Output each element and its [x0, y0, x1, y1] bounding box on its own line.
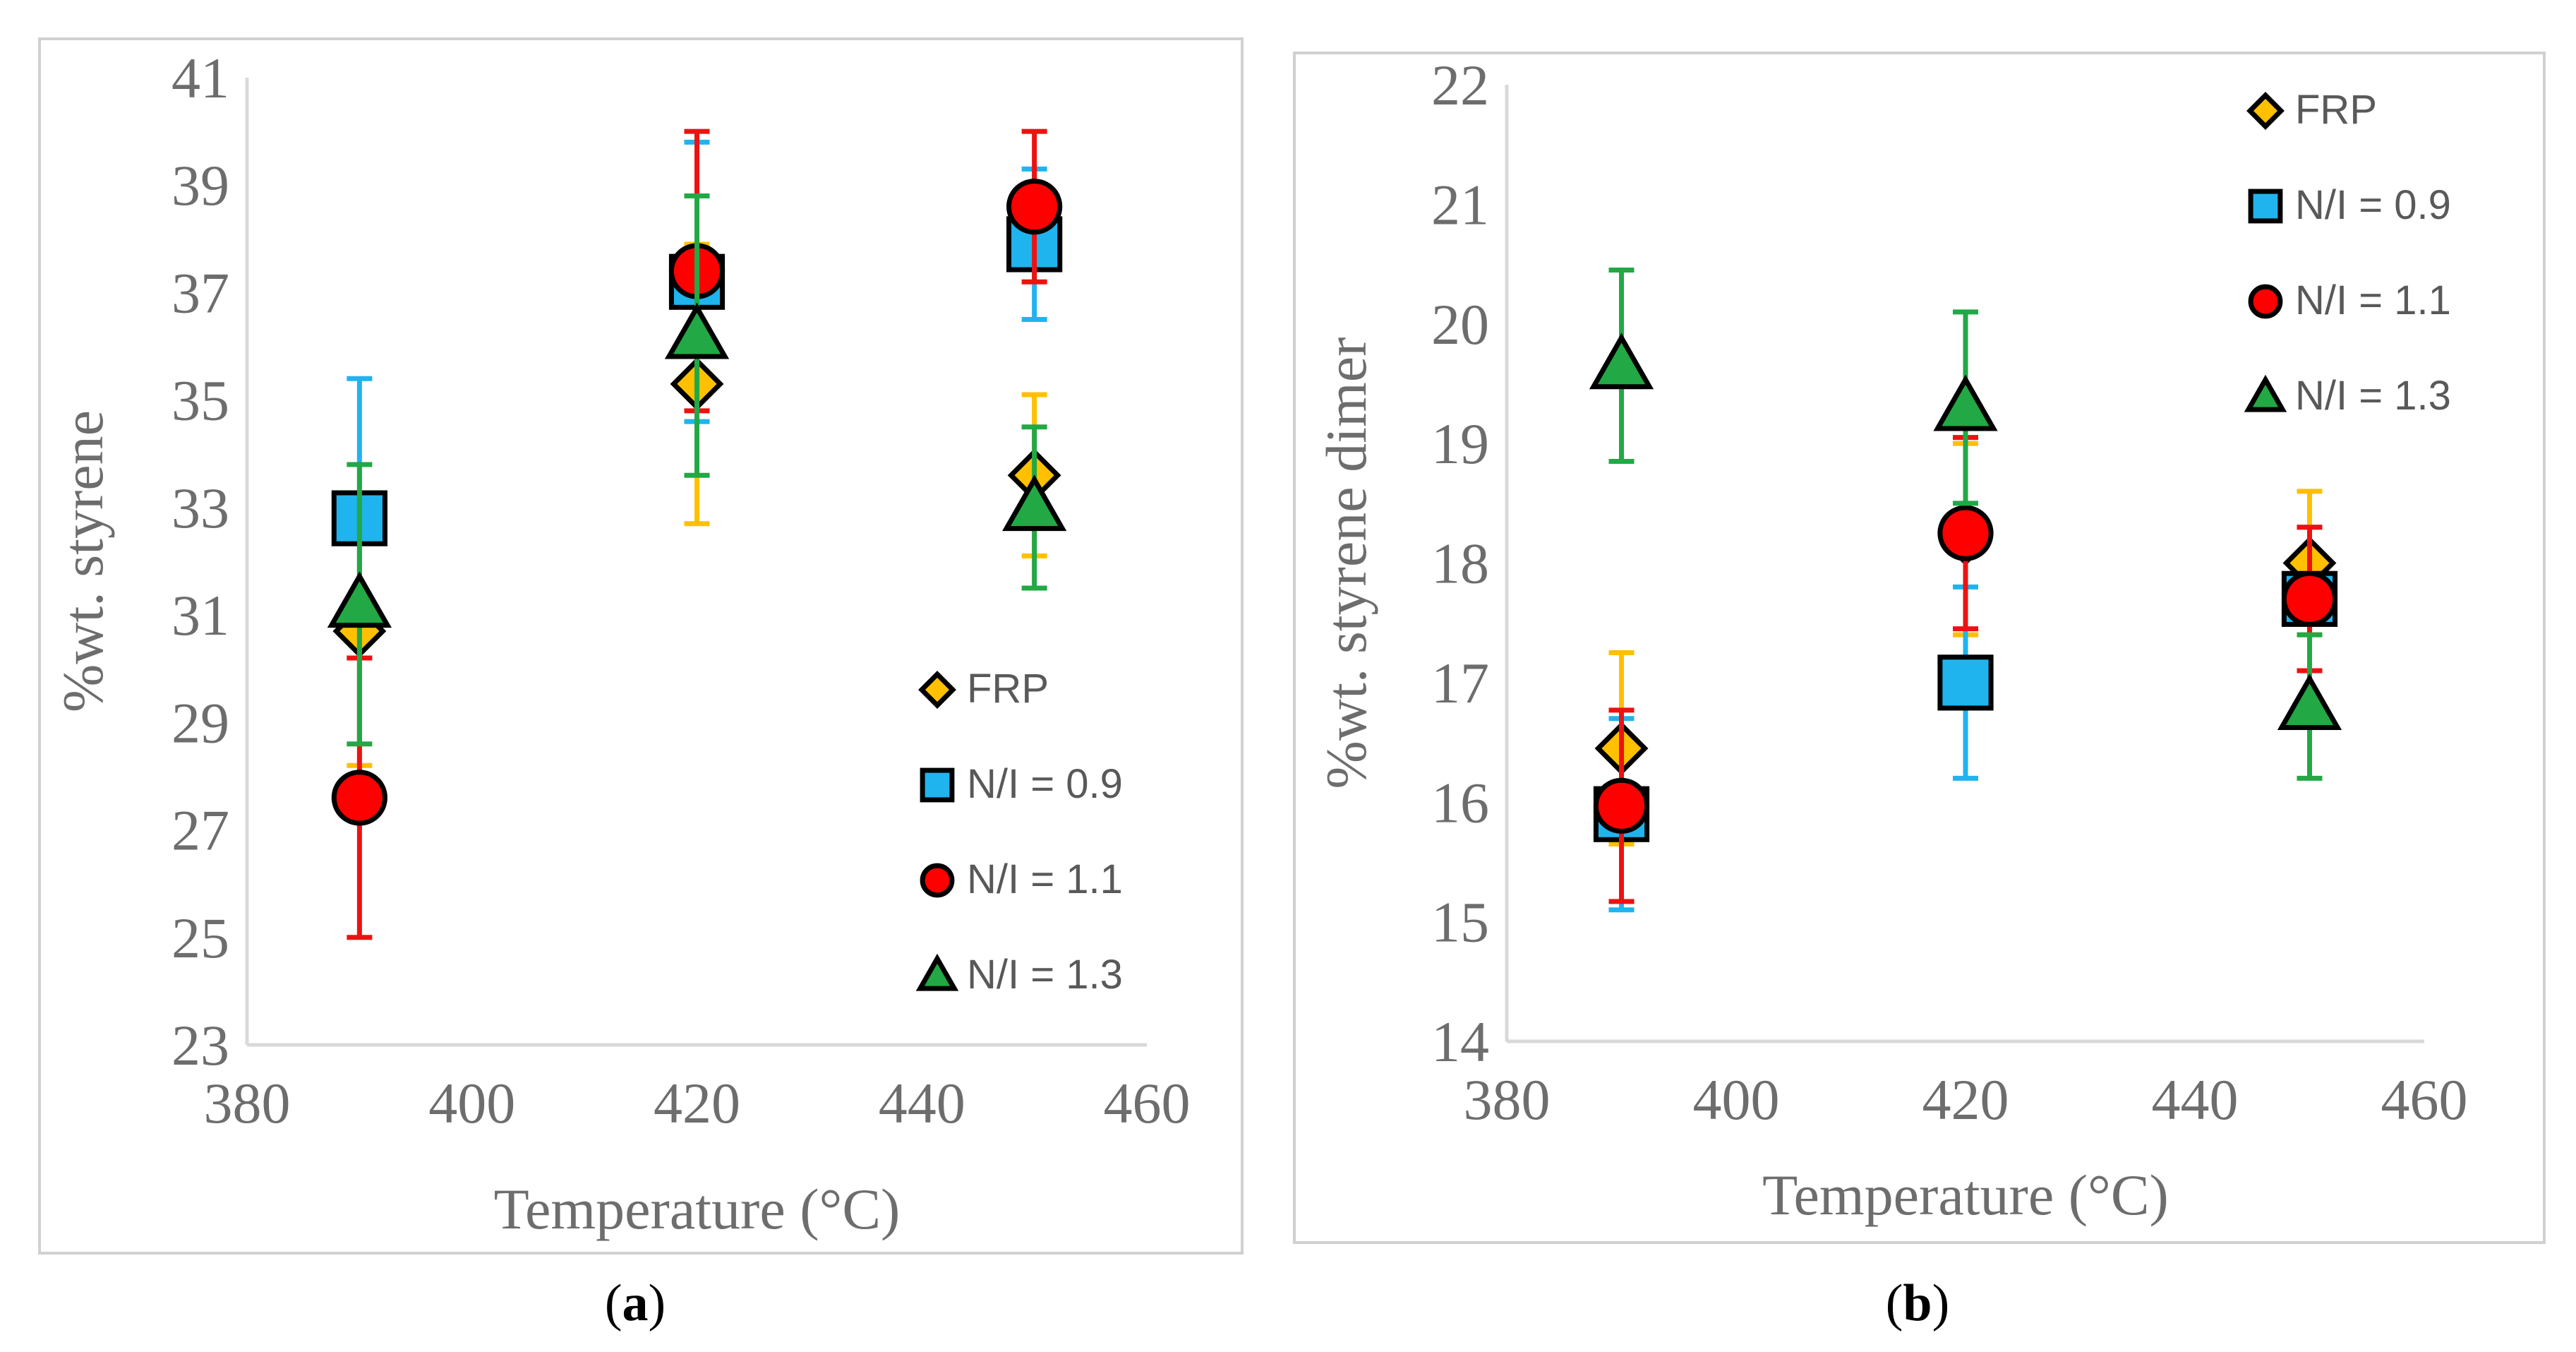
- y-tick-label: 25: [171, 906, 229, 970]
- x-tick-label: 460: [2381, 1067, 2468, 1132]
- y-tick-label: 35: [171, 369, 229, 433]
- legend-label: N/I = 0.9: [2295, 182, 2451, 228]
- legend-label: N/I = 0.9: [967, 761, 1123, 807]
- y-tick-label: 16: [1431, 770, 1489, 834]
- y-tick-label: 41: [171, 46, 229, 110]
- data-point: [327, 571, 392, 628]
- caption-paren-close: ): [1932, 1274, 1950, 1332]
- data-point: [1593, 777, 1650, 834]
- legend-item: N/I = 0.9: [920, 761, 1123, 807]
- y-tick-label: 18: [1431, 532, 1489, 596]
- panel-b: 14 15 16 17 18 19 20 21 22 380 400 420 440 460 Tempera…: [1293, 52, 2546, 1332]
- legend-label: FRP: [967, 666, 1049, 712]
- legend-label: FRP: [2295, 87, 2377, 133]
- x-tick-label: 420: [1922, 1067, 2009, 1132]
- y-tick-label: 21: [1431, 172, 1489, 237]
- data-point: [331, 770, 387, 826]
- caption-paren-close: ): [649, 1274, 666, 1332]
- y-tick-label: 22: [1431, 53, 1489, 117]
- legend-item: N/I = 1.1: [920, 856, 1123, 902]
- y-tick-label: 39: [171, 153, 229, 217]
- x-tick-label: 440: [879, 1071, 965, 1135]
- x-tick-label: 380: [1464, 1067, 1551, 1132]
- y-tick-label: 23: [171, 1013, 229, 1077]
- data-point: [1001, 474, 1067, 532]
- y-tick-label: 17: [1431, 651, 1489, 715]
- legend: FRP N/I = 0.9 N/I = 1.1 N/I = 1.3: [2244, 87, 2451, 419]
- caption-paren-open: (: [605, 1274, 622, 1332]
- x-tick-label: 420: [654, 1071, 740, 1135]
- y-tick-label: 14: [1431, 1010, 1489, 1074]
- data-point: [664, 302, 730, 359]
- y-tick-label: 27: [171, 798, 229, 863]
- caption-letter: b: [1903, 1274, 1932, 1332]
- legend-marker: [2246, 92, 2285, 130]
- y-tick-label: 19: [1431, 412, 1489, 476]
- legend-marker: [2248, 189, 2283, 224]
- caption-paren-open: (: [1886, 1274, 1903, 1332]
- x-axis-title: Temperature (°C): [494, 1177, 901, 1241]
- x-tick-label: 460: [1104, 1071, 1191, 1135]
- y-tick-label: 37: [171, 261, 229, 325]
- panel-border: [38, 37, 1244, 1255]
- y-tick-label: 20: [1431, 292, 1489, 357]
- legend-label: N/I = 1.3: [967, 952, 1123, 998]
- data-point: [1933, 374, 1998, 431]
- x-axis-title: Temperature (°C): [1762, 1163, 2169, 1227]
- y-tick-label: 31: [171, 583, 229, 647]
- legend-marker: [920, 767, 955, 803]
- legend-item: FRP: [2246, 87, 2377, 133]
- legend: FRP N/I = 0.9 N/I = 1.1 N/I = 1.3: [915, 666, 1123, 998]
- y-tick-label: 29: [171, 690, 229, 755]
- caption-letter: a: [622, 1274, 649, 1332]
- legend-item: N/I = 1.1: [2248, 277, 2451, 323]
- data-point: [1937, 505, 1994, 561]
- data-point: [2281, 570, 2338, 627]
- legend-item: N/I = 1.3: [2244, 373, 2451, 419]
- y-tick-label: 15: [1431, 890, 1489, 955]
- x-tick-label: 440: [2152, 1067, 2239, 1132]
- legend-marker: [2248, 284, 2283, 319]
- legend-marker: [2244, 374, 2287, 412]
- legend-item: N/I = 0.9: [2248, 182, 2451, 228]
- legend-label: N/I = 1.3: [2295, 373, 2451, 419]
- data-point: [1937, 654, 1994, 711]
- y-tick-label: 33: [171, 476, 229, 540]
- legend-item: FRP: [918, 666, 1049, 712]
- x-tick-label: 400: [428, 1071, 515, 1135]
- legend-marker: [920, 863, 955, 898]
- legend-item: N/I = 1.3: [915, 952, 1123, 998]
- x-tick-label: 400: [1693, 1067, 1780, 1132]
- panel-caption: (b): [1886, 1274, 1949, 1332]
- legend-label: N/I = 1.1: [967, 856, 1123, 902]
- data-point: [2277, 674, 2342, 730]
- series-3: [327, 193, 1067, 747]
- legend-marker: [915, 953, 959, 991]
- legend-label: N/I = 1.1: [2295, 277, 2451, 323]
- data-point: [1589, 333, 1654, 390]
- panel-a: 23 25 27 29 31 33 35 37 39 41 380 400 420 440 460 Tempe…: [38, 37, 1244, 1332]
- y-axis-title: %wt. styrene dimer: [1314, 337, 1378, 789]
- series-3: [1589, 268, 2342, 781]
- legend-marker: [918, 671, 956, 709]
- panel-border: [1293, 52, 2546, 1244]
- panel-caption: (a): [605, 1274, 666, 1332]
- y-axis-title: %wt. styrene: [51, 410, 115, 712]
- data-point: [1006, 179, 1063, 235]
- x-tick-label: 380: [204, 1071, 291, 1135]
